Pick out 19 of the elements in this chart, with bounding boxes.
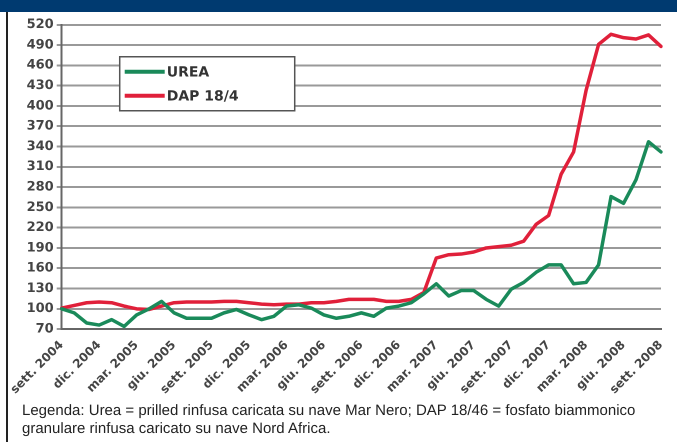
y-tick-label: 490 xyxy=(26,37,54,52)
y-tick-label: 280 xyxy=(26,179,54,194)
y-tick-label: 160 xyxy=(26,260,54,276)
y-tick-label: 370 xyxy=(26,118,54,134)
legend-label: DAP 18/4 xyxy=(166,88,239,104)
y-tick-label: 190 xyxy=(26,240,54,256)
legend-label: UREA xyxy=(166,64,210,80)
y-tick-label: 310 xyxy=(26,159,54,174)
y-tick-label: 100 xyxy=(26,301,54,316)
text: Legenda: Urea = prilled rinfusa caricata su nave Mar Nero; DAP 18/46 = fosfato biammonico granulare rinfusa caricato su nave Nord Africa. xyxy=(22,402,636,438)
y-tick-label: 520 xyxy=(26,17,54,32)
y-tick-label: 460 xyxy=(26,58,54,73)
y-tick-label: 400 xyxy=(26,98,54,114)
y-tick-label: 250 xyxy=(26,200,54,215)
y-tick-label: 70 xyxy=(36,321,54,336)
y-tick-label: 430 xyxy=(26,78,54,94)
y-tick-label: 340 xyxy=(26,138,54,154)
y-tick-label: 220 xyxy=(26,220,54,236)
y-tick-label: 130 xyxy=(26,280,54,296)
